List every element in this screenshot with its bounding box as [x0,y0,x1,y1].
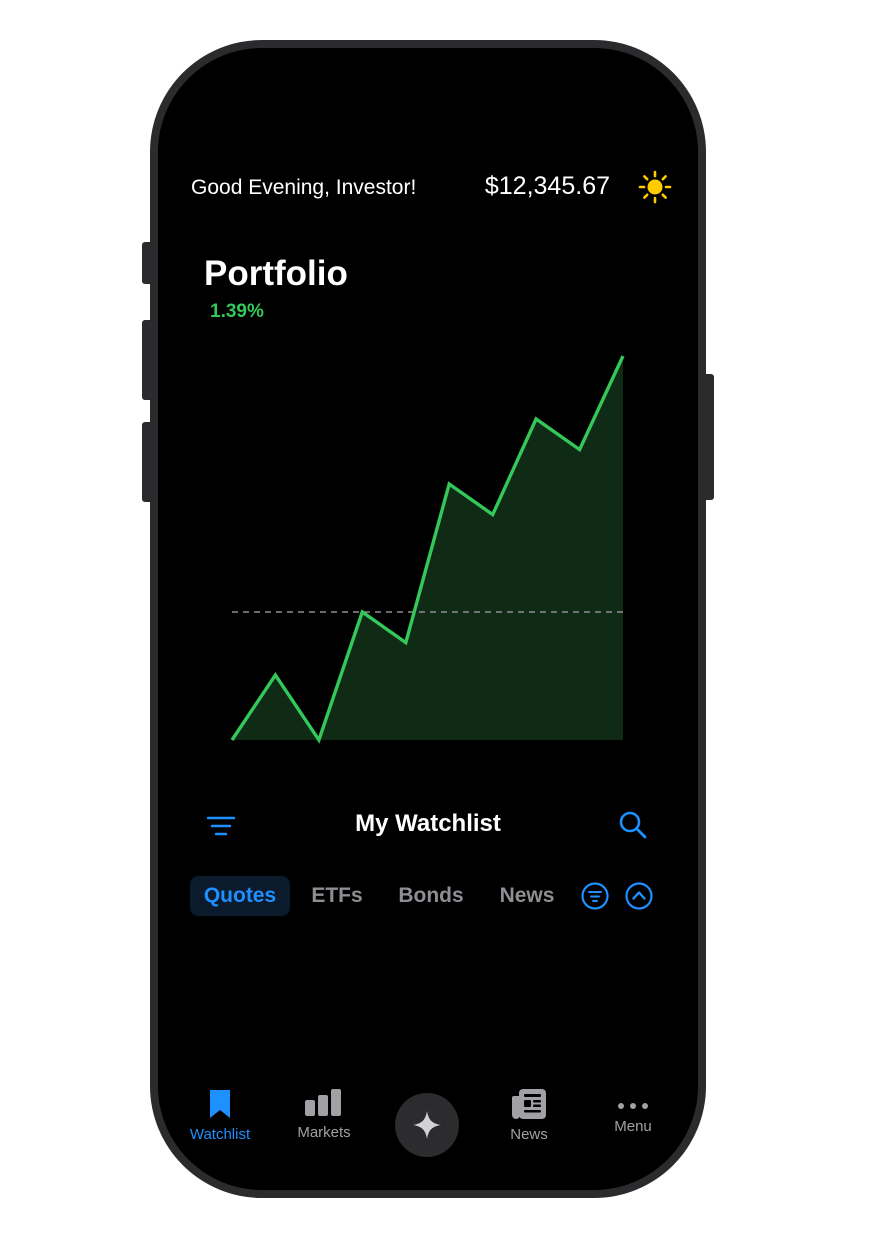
nav-markets[interactable]: Markets [284,1088,364,1141]
nav-markets-label: Markets [297,1124,351,1141]
filter-circle-icon[interactable] [581,882,609,910]
search-icon[interactable] [618,810,648,840]
nav-assistant-button[interactable] [395,1093,459,1157]
action-button [142,242,150,284]
tab-quotes[interactable]: Quotes [190,876,290,916]
chart-series-line [230,355,625,744]
bottom-navigation: Watchlist Markets [158,1088,698,1168]
tab-news[interactable]: News [499,884,555,907]
nav-news-label: News [510,1126,548,1143]
newspaper-icon [512,1089,546,1119]
watchlist-header: My Watchlist [158,804,698,844]
sparkle-icon [413,1111,441,1139]
portfolio-chart[interactable] [158,48,698,1190]
power-button [706,374,714,500]
filter-lines-icon[interactable] [206,814,236,838]
screen: Good Evening, Investor! $12,345.67 Portf… [158,48,698,1190]
tab-bonds[interactable]: Bonds [398,884,464,907]
chart-area-fill [232,356,623,740]
bookmark-icon [210,1090,230,1118]
phone-frame: Good Evening, Investor! $12,345.67 Portf… [142,40,714,1198]
nav-menu[interactable]: Menu [593,1102,673,1135]
nav-news[interactable]: News [489,1088,569,1143]
tab-etfs[interactable]: ETFs [311,884,363,907]
balance-value: $12,345.67 [484,172,610,200]
portfolio-title: Portfolio [204,254,348,293]
watchlist-title: My Watchlist [355,810,501,837]
volume-up-button [142,320,150,400]
ellipsis-icon [618,1103,648,1109]
chevron-up-circle-icon[interactable] [625,882,653,910]
nav-menu-label: Menu [614,1118,652,1135]
greeting-text: Good Evening, Investor! [191,176,417,199]
sun-icon[interactable] [638,170,672,204]
nav-watchlist[interactable]: Watchlist [180,1088,260,1143]
volume-down-button [142,422,150,502]
nav-watchlist-label: Watchlist [189,1126,251,1143]
portfolio-change: 1.39% [210,301,264,322]
bar-chart-icon [305,1089,341,1116]
